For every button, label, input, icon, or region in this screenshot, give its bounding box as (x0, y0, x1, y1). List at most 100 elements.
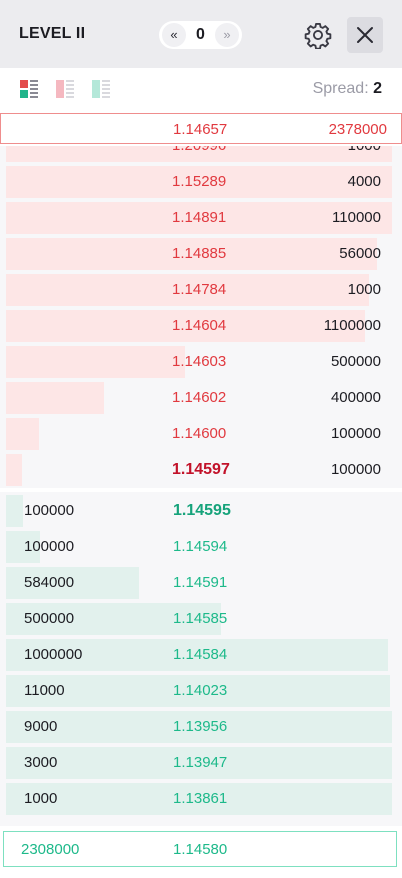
bid-size: 100000 (24, 538, 75, 555)
bid-size: 1000000 (24, 646, 83, 663)
ask-row[interactable]: 1.14600 100000 (0, 416, 402, 452)
bid-size: 9000 (24, 718, 58, 735)
ask-row[interactable]: 1.14885 56000 (0, 236, 402, 272)
bid-row[interactable]: 584000 1.14591 (0, 565, 402, 601)
best-ask-price: 1.14597 (172, 461, 230, 478)
layout-bids-icon[interactable] (91, 79, 111, 99)
ask-total-row[interactable]: 1.14657 2378000 (0, 113, 402, 144)
bid-size: 1000 (24, 790, 58, 807)
bid-row[interactable]: 1000 1.13861 (0, 781, 402, 817)
ask-price: 1.14603 (172, 353, 227, 370)
bid-price: 1.14023 (173, 682, 228, 699)
gear-icon[interactable] (304, 21, 332, 49)
level2-header: LEVEL II « 0 » (0, 0, 402, 68)
ask-row[interactable]: 1.15289 4000 (0, 164, 402, 200)
ask-depth-bar (6, 274, 369, 306)
bid-total-row[interactable]: 2308000 1.14580 (3, 831, 397, 867)
ask-row[interactable]: 1.14604 1100000 (0, 308, 402, 344)
ask-size: 110000 (332, 209, 381, 226)
panel-title: LEVEL II (19, 25, 86, 42)
ask-depth-bar (6, 146, 392, 162)
bid-depth-bar (6, 783, 392, 815)
bid-row[interactable]: 500000 1.14585 (0, 601, 402, 637)
bid-row[interactable]: 100000 1.14595 (0, 493, 402, 529)
bid-size: 11000 (24, 682, 65, 699)
ask-size: 1000 (348, 146, 381, 164)
ask-row[interactable]: 1.14603 500000 (0, 344, 402, 380)
layout-asks-icon[interactable] (55, 79, 75, 99)
page-number: 0 (196, 26, 205, 43)
ask-price: 1.14891 (172, 209, 227, 226)
bid-depth-bar (6, 711, 392, 743)
ask-price: 1.14600 (172, 425, 227, 442)
bid-row[interactable]: 11000 1.14023 (0, 673, 402, 709)
ask-total-size: 2378000 (328, 121, 387, 138)
bid-size: 3000 (24, 754, 58, 771)
bid-depth-bar (6, 567, 139, 599)
ask-depth-bar (6, 238, 377, 270)
bid-row[interactable]: 3000 1.13947 (0, 745, 402, 781)
bid-price: 1.13947 (173, 754, 228, 771)
ask-size: 1000 (347, 281, 381, 298)
ask-price: 1.14784 (172, 281, 227, 298)
ask-row[interactable]: 1.20996 1000 (0, 146, 402, 164)
bid-size: 500000 (24, 610, 75, 627)
toolbar: Spread: 2 (0, 68, 402, 110)
ask-depth-bar (6, 346, 185, 378)
bid-total-size: 2308000 (21, 841, 80, 858)
bid-row[interactable]: 100000 1.14594 (0, 529, 402, 565)
ask-row[interactable]: 1.14602 400000 (0, 380, 402, 416)
ask-depth-bar (6, 382, 104, 414)
ask-price: 1.14604 (172, 317, 227, 334)
bid-price: 1.14591 (173, 574, 228, 591)
best-bid-price: 1.14595 (173, 502, 231, 519)
bid-price: 1.14584 (173, 646, 228, 663)
bid-depth-bar (6, 747, 392, 779)
ask-size: 1100000 (323, 317, 381, 334)
ask-depth-bar (6, 310, 365, 342)
bid-price: 1.13861 (173, 790, 228, 807)
layout-both-icon[interactable] (19, 79, 39, 99)
ask-row[interactable]: 1.14784 1000 (0, 272, 402, 308)
ask-size: 4000 (347, 173, 381, 190)
ask-size: 100000 (330, 425, 381, 442)
ask-price: 1.20996 (172, 146, 226, 164)
ask-price: 1.14602 (172, 389, 227, 406)
spread-value: 2 (373, 80, 382, 97)
bid-price: 1.14585 (173, 610, 228, 627)
ask-row[interactable]: 1.14597 100000 (0, 452, 402, 488)
order-book: 1.2099610001.1528940001.148911100001.148… (0, 146, 402, 826)
close-icon (357, 27, 373, 43)
bid-row[interactable]: 1000000 1.14584 (0, 637, 402, 673)
spread-indicator: Spread: 2 (313, 80, 382, 98)
bid-total-price: 1.14580 (173, 841, 228, 858)
close-button[interactable] (347, 17, 383, 53)
bid-depth-bar (6, 675, 390, 707)
ask-size: 56000 (339, 245, 381, 262)
next-page-button[interactable]: » (215, 23, 239, 47)
ask-size: 500000 (330, 353, 381, 370)
bid-depth-bar (6, 531, 40, 563)
bid-depth-bar (6, 639, 388, 671)
prev-page-button[interactable]: « (162, 23, 186, 47)
bid-depth-bar (6, 495, 23, 527)
ask-size: 100000 (330, 461, 381, 478)
spread-label: Spread: (312, 80, 369, 97)
ask-depth-bar (6, 166, 392, 198)
bid-size: 584000 (24, 574, 75, 591)
ask-row[interactable]: 1.14891 110000 (0, 200, 402, 236)
page-selector: « 0 » (159, 21, 242, 49)
bid-depth-bar (6, 603, 221, 635)
bid-price: 1.14594 (173, 538, 228, 555)
ask-price: 1.14885 (172, 245, 227, 262)
spread-divider (0, 488, 402, 492)
bid-size: 100000 (24, 502, 75, 519)
ask-price: 1.15289 (172, 173, 227, 190)
bid-row[interactable]: 9000 1.13956 (0, 709, 402, 745)
ask-total-price: 1.14657 (173, 121, 228, 138)
bid-price: 1.13956 (173, 718, 228, 735)
ask-depth-bar (6, 202, 392, 234)
ask-depth-bar (6, 418, 39, 450)
ask-depth-bar (6, 454, 22, 486)
ask-size: 400000 (330, 389, 381, 406)
